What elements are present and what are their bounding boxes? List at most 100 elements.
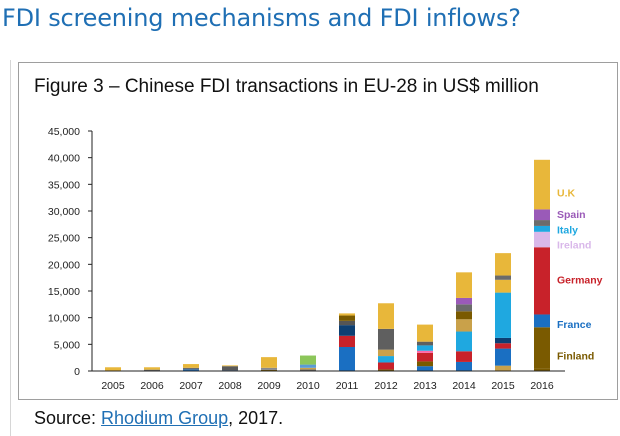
figure-frame xyxy=(18,62,618,400)
legend: U.K Spain Italy Ireland Germany France Finland xyxy=(557,187,603,362)
legend-label: U.K xyxy=(557,187,576,199)
bar-segment xyxy=(534,368,550,371)
y-tick-label: 15,000 xyxy=(48,286,80,298)
y-tick-label: 40,000 xyxy=(48,153,80,165)
bar-segment xyxy=(417,361,433,367)
x-tick-label: 2013 xyxy=(413,380,437,392)
bar-segment xyxy=(417,341,433,346)
legend-label: Spain xyxy=(557,209,586,221)
bar-segment xyxy=(300,367,316,370)
bar-segment xyxy=(144,367,160,370)
source-suffix: , 2017. xyxy=(228,408,284,428)
y-tick-label: 25,000 xyxy=(48,233,80,245)
bar-segment xyxy=(105,367,121,371)
bar-segment xyxy=(495,348,511,366)
bar-segment xyxy=(378,328,394,350)
x-tick-label: 2009 xyxy=(257,380,281,392)
bar-segment xyxy=(144,369,160,371)
bar-segment xyxy=(183,367,199,370)
bar-segment xyxy=(339,347,355,371)
left-edge-divider xyxy=(0,60,11,436)
bar-segment xyxy=(300,369,316,371)
x-tick-label: 2015 xyxy=(491,380,515,392)
bar-segment xyxy=(417,352,433,362)
y-tick-label: 45,000 xyxy=(48,126,80,138)
bar-segment xyxy=(456,272,472,298)
bar-segment xyxy=(495,292,511,338)
source-prefix: Source: xyxy=(34,408,102,428)
bar-segment xyxy=(456,319,472,332)
bar-segment xyxy=(339,325,355,336)
bar-segment xyxy=(417,324,433,342)
bar-segment xyxy=(261,369,277,371)
bar-segment xyxy=(183,369,199,371)
bar-segment xyxy=(261,367,277,370)
x-tick-label: 2006 xyxy=(140,380,164,392)
page-heading: FDI screening mechanisms and FDI inflows… xyxy=(2,4,521,32)
bar-segment xyxy=(378,356,394,363)
figure-title: Figure 3 – Chinese FDI transactions in E… xyxy=(34,76,539,97)
legend-label: Germany xyxy=(557,274,603,286)
bar-segment xyxy=(222,366,238,371)
bar-segment xyxy=(339,315,355,321)
bar-segment xyxy=(534,231,550,248)
legend-label: Ireland xyxy=(557,240,591,252)
bar-segment xyxy=(339,320,355,326)
bar-segment xyxy=(456,351,472,362)
bar-segment xyxy=(534,220,550,226)
source-line: Source: Rhodium Group, 2017. xyxy=(34,408,283,429)
source-link[interactable]: Rhodium Group xyxy=(101,408,229,428)
legend-label: Finland xyxy=(557,351,594,363)
bar-segment xyxy=(378,349,394,357)
legend-label: Italy xyxy=(557,225,578,237)
bar-segment xyxy=(495,279,511,293)
bar-segment xyxy=(183,364,199,368)
y-tick-label: 30,000 xyxy=(48,206,80,218)
bar-segment xyxy=(456,361,472,371)
x-tick-label: 2005 xyxy=(101,380,125,392)
bar-segment xyxy=(378,369,394,371)
bar-segment xyxy=(222,365,238,367)
x-tick-label: 2012 xyxy=(374,380,398,392)
bar-segment xyxy=(495,343,511,349)
y-tick-label: 10,000 xyxy=(48,313,80,325)
bar-segment xyxy=(534,159,550,210)
bar-segment xyxy=(534,314,550,328)
y-tick-label: 0 xyxy=(74,366,80,378)
bar-segment xyxy=(417,350,433,353)
bar-segment xyxy=(300,355,316,365)
bar-segment xyxy=(456,297,472,305)
bar-segment xyxy=(495,253,511,276)
bar-segment xyxy=(534,247,550,315)
bar-segment xyxy=(417,366,433,371)
x-tick-label: 2007 xyxy=(179,380,203,392)
y-axis: 0 5,000 10,000 15,000 20,000 25,000 30,000 35,0… xyxy=(48,126,93,378)
x-tick-label: 2016 xyxy=(530,380,554,392)
y-tick-label: 5,000 xyxy=(54,339,80,351)
bar-segment xyxy=(378,303,394,329)
y-tick-label: 20,000 xyxy=(48,259,80,271)
bar-segment xyxy=(456,304,472,312)
x-tick-label: 2008 xyxy=(218,380,242,392)
x-tick-label: 2011 xyxy=(336,380,359,392)
x-axis: 2005 2006 2007 2008 2009 2010 2011 2012 2013 2014… xyxy=(92,370,565,392)
bar-segment xyxy=(456,331,472,352)
x-tick-label: 2010 xyxy=(296,380,320,392)
bar-segment xyxy=(339,335,355,347)
bar-segment xyxy=(495,275,511,280)
bar-segment xyxy=(378,362,394,370)
y-tick-label: 35,000 xyxy=(48,179,80,191)
bar-segment xyxy=(495,365,511,371)
x-tick-label: 2014 xyxy=(452,380,476,392)
bar-segment xyxy=(534,225,550,232)
bars xyxy=(105,159,550,371)
bar-segment xyxy=(456,311,472,320)
bar-segment xyxy=(339,313,355,316)
bar-segment xyxy=(417,345,433,351)
bar-segment xyxy=(534,209,550,221)
bar-segment xyxy=(534,327,550,369)
bar-segment xyxy=(495,337,511,344)
legend-label: France xyxy=(557,319,592,331)
bar-segment xyxy=(300,364,316,368)
